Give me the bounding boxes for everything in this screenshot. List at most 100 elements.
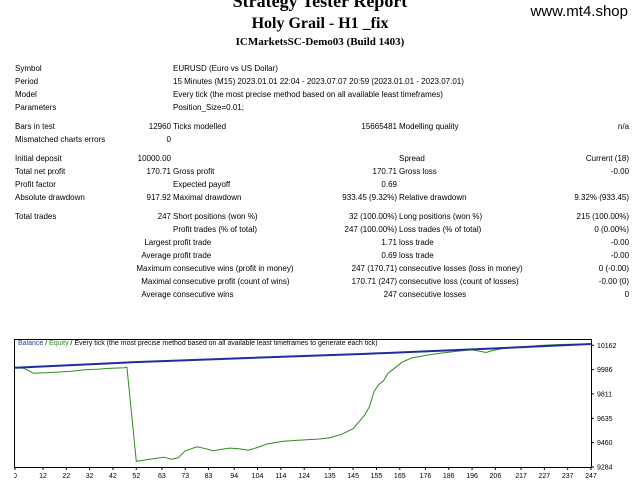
period-value: 15 Minutes (M15) 2023.01.01 22:04 - 2023…	[173, 77, 464, 86]
maximal-label: Maximal	[141, 277, 171, 286]
y-tick-label: 9811	[597, 391, 612, 398]
relative-drawdown-value: 9.32% (933.45)	[574, 193, 630, 202]
y-tick-label: 9635	[597, 416, 613, 423]
bars-label: Bars in test	[15, 122, 56, 131]
row-bars: Bars in test 12960 Ticks modelled 156654…	[14, 120, 630, 133]
gross-profit-value: 170.71	[372, 167, 397, 176]
short-positions-label: Short positions (won %)	[173, 212, 258, 221]
x-tick-label: 196	[466, 473, 478, 480]
mismatch-label: Mismatched charts errors	[15, 135, 106, 144]
row-drawdown: Absolute drawdown 917.92 Maximal drawdow…	[14, 191, 630, 204]
average-profit-value: 0.69	[381, 251, 397, 260]
legend-sep: /	[43, 340, 50, 347]
average-consecutive-label: Average	[141, 290, 171, 299]
model-label: Model	[15, 90, 37, 99]
report-table: Symbol EURUSD (Euro vs US Dollar) Period…	[14, 62, 630, 301]
x-tick-label: 155	[371, 473, 383, 480]
y-tick-label: 10162	[597, 343, 617, 350]
row-maximal: Maximal consecutive profit (count of win…	[14, 275, 630, 288]
row-profit-trades: Profit trades (% of total) 247 (100.00%)…	[14, 223, 630, 236]
row-total-trades: Total trades 247 Short positions (won %)…	[14, 210, 630, 223]
average-loss-label: loss trade	[399, 251, 434, 260]
long-positions-label: Long positions (won %)	[399, 212, 483, 221]
x-tick-label: 217	[515, 473, 527, 480]
x-tick-label: 237	[562, 473, 574, 480]
x-tick-label: 73	[181, 473, 189, 480]
profit-factor-label: Profit factor	[15, 180, 56, 189]
parameters-value: Position_Size=0.01;	[173, 103, 244, 112]
largest-loss-label: loss trade	[399, 238, 434, 247]
average-label: Average	[141, 251, 171, 260]
loss-trades-label: Loss trades (% of total)	[399, 225, 482, 234]
spread-value: Current (18)	[585, 154, 630, 163]
chart-legend: Balance / Equity / Every tick (the most …	[18, 340, 378, 347]
server-build: ICMarketsSC-Demo03 (Build 1403)	[235, 36, 405, 48]
gross-profit-label: Gross profit	[173, 167, 215, 176]
legend-balance: Balance	[18, 340, 44, 347]
x-tick-label: 227	[539, 473, 551, 480]
x-tick-label: 186	[443, 473, 455, 480]
x-tick-label: 176	[420, 473, 432, 480]
average-consecutive-losses-label: consecutive losses	[399, 290, 467, 299]
deposit-label: Initial deposit	[15, 154, 62, 163]
maximum-label: Maximum	[136, 264, 171, 273]
legend-description: / Every tick (the most precise method ba…	[68, 340, 378, 347]
row-deposit: Initial deposit 10000.00 Spread Current …	[14, 152, 630, 165]
bars-value: 12960	[148, 122, 171, 131]
relative-drawdown-label: Relative drawdown	[399, 193, 467, 202]
average-profit-label: profit trade	[173, 251, 212, 260]
consecutive-loss-value: -0.00 (0)	[598, 277, 630, 286]
profit-factor-value	[126, 178, 172, 191]
largest-profit-label: profit trade	[173, 238, 212, 247]
short-positions-value: 32 (100.00%)	[348, 212, 397, 221]
spread-label: Spread	[399, 154, 425, 163]
row-profit-factor: Profit factor Expected payoff 0.69	[14, 178, 630, 191]
ticks-value: 15665481	[361, 122, 397, 131]
total-trades-value: 247	[157, 212, 171, 221]
average-consecutive-losses-value: 0	[624, 290, 630, 299]
x-tick-label: 165	[394, 473, 406, 480]
quality-value: n/a	[617, 122, 630, 131]
x-tick-label: 124	[298, 473, 310, 480]
consecutive-losses-money-value: 0 (-0.00)	[598, 264, 630, 273]
x-tick-label: 145	[347, 473, 359, 480]
plot-frame	[14, 339, 592, 468]
consecutive-profit-label: consecutive profit (count of wins)	[173, 277, 290, 286]
x-tick-label: 206	[490, 473, 502, 480]
profit-trades-label: Profit trades (% of total)	[173, 225, 258, 234]
average-consecutive-wins-value: 247	[383, 290, 397, 299]
consecutive-wins-money-label: consecutive wins (profit in money)	[173, 264, 294, 273]
x-tick-label: 42	[109, 473, 117, 480]
maximal-drawdown-label: Maximal drawdown	[173, 193, 242, 202]
x-tick-label: 32	[86, 473, 94, 480]
x-tick-label: 52	[132, 473, 140, 480]
maximal-drawdown-value: 933.45 (9.32%)	[342, 193, 397, 202]
model-value: Every tick (the most precise method base…	[173, 90, 443, 99]
chart-svg: 10162 9986 9811 9635 9460 9284 0 12 22 32 42 52 63 73…	[14, 339, 617, 480]
x-tick-label: 83	[205, 473, 213, 480]
x-tick-label: 104	[252, 473, 264, 480]
x-tick-label: 94	[230, 473, 238, 480]
row-parameters: Parameters Position_Size=0.01;	[14, 101, 630, 114]
consecutive-loss-label: consecutive loss (count of losses)	[399, 277, 519, 286]
row-maximum: Maximum consecutive wins (profit in mone…	[14, 262, 630, 275]
row-symbol: Symbol EURUSD (Euro vs US Dollar)	[14, 62, 630, 75]
x-tick-label: 22	[62, 473, 70, 480]
row-period: Period 15 Minutes (M15) 2023.01.01 22:04…	[14, 75, 630, 88]
x-tick-label: 12	[39, 473, 47, 480]
long-positions-value: 215 (100.00%)	[576, 212, 630, 221]
period-label: Period	[15, 77, 39, 86]
y-tick-label: 9460	[597, 440, 613, 447]
gross-loss-label: Gross loss	[399, 167, 437, 176]
x-tick-label: 0	[14, 473, 17, 480]
largest-loss-value: -0.00	[610, 238, 630, 247]
x-tick-label: 135	[324, 473, 336, 480]
expected-payoff-value: 0.69	[381, 180, 397, 189]
consecutive-profit-value: 170.71 (247)	[351, 277, 397, 286]
gross-loss-value: -0.00	[610, 167, 630, 176]
balance-line	[14, 343, 592, 369]
profit-trades-value: 247 (100.00%)	[344, 225, 397, 234]
net-profit-label: Total net profit	[15, 167, 66, 176]
row-net-profit: Total net profit 170.71 Gross profit 170…	[14, 165, 630, 178]
site-watermark: www.mt4.shop	[530, 3, 628, 20]
